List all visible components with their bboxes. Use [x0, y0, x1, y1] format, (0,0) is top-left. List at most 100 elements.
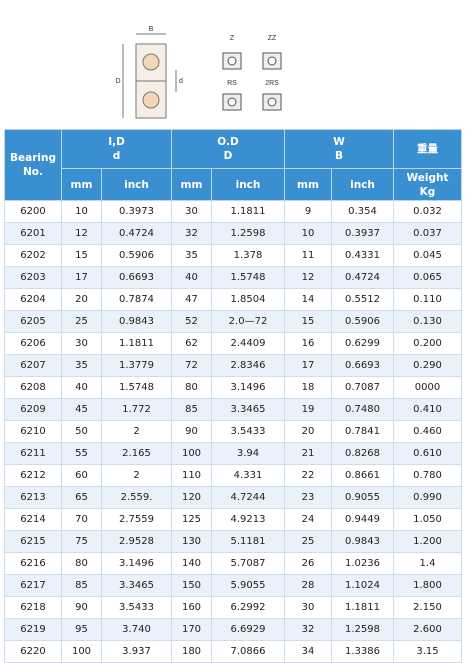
table-cell: 1.5748 — [101, 376, 172, 399]
table-cell: 3.740 — [101, 618, 172, 641]
header-cell: Bearing No. — [4, 129, 62, 201]
table-cell: 6215 — [4, 530, 62, 553]
table-cell: 40 — [61, 376, 102, 399]
table-cell: 1.4 — [393, 552, 462, 575]
table-cell: 0.9843 — [101, 310, 172, 333]
table-cell: 6202 — [4, 244, 62, 267]
table-cell: 0.8268 — [331, 442, 394, 465]
table-cell: 10 — [284, 222, 332, 245]
table-cell: 2.600 — [393, 618, 462, 641]
table-cell: 6211 — [4, 442, 62, 465]
table-cell: 170 — [171, 618, 212, 641]
table-cell: 35 — [61, 354, 102, 377]
seal-icons — [222, 52, 282, 111]
table-cell: 20 — [61, 288, 102, 311]
table-cell: 12 — [61, 222, 102, 245]
table-cell: 60 — [61, 464, 102, 487]
table-cell: 23 — [284, 486, 332, 509]
table-cell: 6220 — [4, 640, 62, 663]
table-cell: 125 — [171, 508, 212, 531]
table-row: 6217 85 3.3465 150 5.9055 28 1.1024 1.800 — [4, 574, 462, 597]
table-cell: 19 — [284, 398, 332, 421]
table-cell: 6207 — [4, 354, 62, 377]
table-cell: 0.3973 — [101, 200, 172, 223]
table-cell: 30 — [171, 200, 212, 223]
table-cell: 5.9055 — [211, 574, 285, 597]
inner-label: d — [179, 78, 183, 85]
table-row: 6209 45 1.772 85 3.3465 19 0.7480 0.410 — [4, 398, 462, 421]
table-row: 6219 95 3.740 170 6.6929 32 1.2598 2.600 — [4, 618, 462, 641]
table-cell: 0.354 — [331, 200, 394, 223]
table-row: 6205 25 0.9843 52 2.0—72 15 0.5906 0.130 — [4, 310, 462, 333]
table-cell: 1.050 — [393, 508, 462, 531]
header-cell: O.D D — [171, 129, 285, 169]
table-cell: 25 — [284, 530, 332, 553]
table-cell: 6212 — [4, 464, 62, 487]
table-cell: 1.8504 — [211, 288, 285, 311]
seal-label: ZZ — [268, 35, 277, 42]
table-cell: 110 — [171, 464, 212, 487]
table-cell: 4.331 — [211, 464, 285, 487]
table-cell: 3.15 — [393, 640, 462, 663]
header-text: B — [334, 150, 343, 162]
table-cell: 6203 — [4, 266, 62, 289]
table-cell: 20 — [284, 420, 332, 443]
table-row: 6202 15 0.5906 35 1.378 11 0.4331 0.045 — [4, 244, 462, 267]
table-cell: 0.6693 — [101, 266, 172, 289]
table-cell: 6213 — [4, 486, 62, 509]
table-cell: 2.0—72 — [211, 310, 285, 333]
table-cell: 95 — [61, 618, 102, 641]
table-cell: 3.3465 — [211, 398, 285, 421]
table-cell: 18 — [284, 376, 332, 399]
seal-label: Z — [230, 35, 235, 42]
table-row: 6216 80 3.1496 140 5.7087 26 1.0236 1.4 — [4, 552, 462, 575]
header-text: W — [333, 136, 345, 148]
table-cell: 4.9213 — [211, 508, 285, 531]
table-cell: 1.5748 — [211, 266, 285, 289]
table-cell: 6.2992 — [211, 596, 285, 619]
table-cell: 25 — [61, 310, 102, 333]
table-cell: 0.460 — [393, 420, 462, 443]
unit-cell: inch — [101, 168, 172, 201]
table-cell: 1.1811 — [331, 596, 394, 619]
table-row: 6207 35 1.3779 72 2.8346 17 0.6693 0.290 — [4, 354, 462, 377]
table-cell: 0.110 — [393, 288, 462, 311]
table-cell: 1.3779 — [101, 354, 172, 377]
unit-cell: inch — [331, 168, 394, 201]
table-cell: 0.7480 — [331, 398, 394, 421]
table-cell: 0.3937 — [331, 222, 394, 245]
table-row: 6215 75 2.9528 130 5.1181 25 0.9843 1.200 — [4, 530, 462, 553]
table-cell: 90 — [61, 596, 102, 619]
table-cell: 0.6299 — [331, 332, 394, 355]
table-cell: 30 — [284, 596, 332, 619]
table-cell: 3.94 — [211, 442, 285, 465]
table-cell: 5.1181 — [211, 530, 285, 553]
bearing-diagram: B D d Z ZZ RS 2RS — [115, 26, 282, 119]
table-cell: 4.7244 — [211, 486, 285, 509]
table-cell: 1.2598 — [331, 618, 394, 641]
table-cell: 70 — [61, 508, 102, 531]
table-cell: 6200 — [4, 200, 62, 223]
table-cell: 3.1496 — [101, 552, 172, 575]
table-cell: 15 — [61, 244, 102, 267]
table-cell: 32 — [171, 222, 212, 245]
table-cell: 75 — [61, 530, 102, 553]
table-cell: 6210 — [4, 420, 62, 443]
table-cell: 130 — [171, 530, 212, 553]
table-cell: 1.1811 — [101, 332, 172, 355]
header-text: Kg — [419, 185, 436, 198]
unit-cell: mm — [61, 168, 102, 201]
table-cell: 22 — [284, 464, 332, 487]
table-cell: 85 — [61, 574, 102, 597]
table-cell: 0.037 — [393, 222, 462, 245]
table-cell: 1.772 — [101, 398, 172, 421]
table-cell: 0.410 — [393, 398, 462, 421]
table-body: 6200 10 0.3973 30 1.1811 9 0.354 0.032 6201 12 0.4… — [4, 200, 462, 663]
table-cell: 0.5906 — [331, 310, 394, 333]
table-cell: 40 — [171, 266, 212, 289]
table-cell: 1.2598 — [211, 222, 285, 245]
table-row: 6201 12 0.4724 32 1.2598 10 0.3937 0.037 — [4, 222, 462, 245]
table-cell: 9 — [284, 200, 332, 223]
table-cell: 1.200 — [393, 530, 462, 553]
